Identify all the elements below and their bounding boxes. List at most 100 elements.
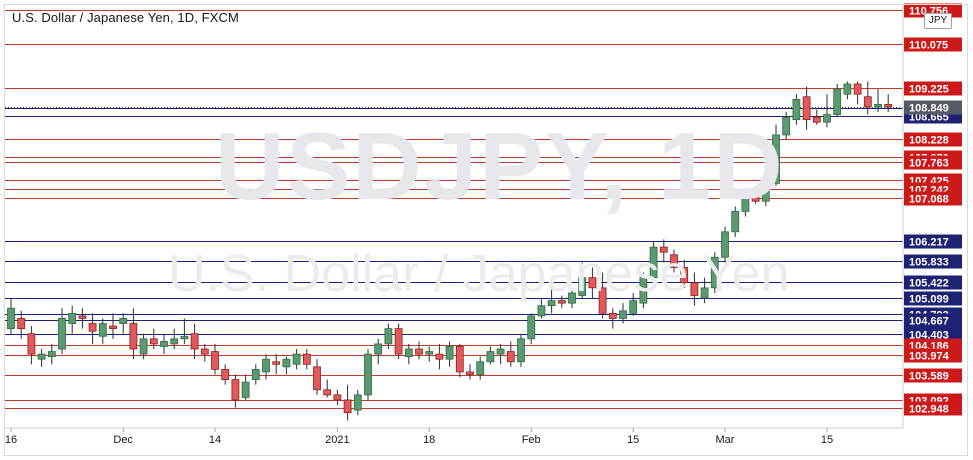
candle-body [200, 348, 209, 355]
candle-body [98, 323, 107, 337]
price-level-label: 103.974 [909, 351, 950, 363]
candle-body [333, 394, 342, 401]
time-axis-label: 14 [209, 434, 221, 446]
price-level-label: 104.667 [909, 316, 949, 328]
price-level-label-bg [904, 327, 962, 342]
current-price-label: 108.849 [909, 103, 949, 115]
symbol-watermark: USDJPY, 1D [215, 113, 785, 220]
candle-body [7, 307, 15, 330]
price-level-label: 108.228 [909, 135, 949, 147]
candle-body [404, 348, 413, 358]
candle-body [455, 346, 464, 373]
candle-body [588, 277, 597, 289]
candle-body [517, 338, 525, 363]
price-level-label-bg [904, 313, 962, 328]
price-level-label-bg [904, 368, 962, 383]
time-axis-label: 16 [5, 434, 17, 446]
price-level-label: 107.068 [909, 194, 949, 206]
candle-body [874, 103, 882, 108]
candle-body [639, 277, 648, 304]
time-axis-label: Feb [522, 434, 541, 446]
candle-body [466, 371, 474, 375]
candle-body [670, 254, 678, 268]
candle-body [272, 361, 281, 365]
candle-body [690, 282, 699, 296]
candle-body [292, 353, 301, 365]
candle-body [557, 300, 566, 304]
candle-body [506, 351, 515, 363]
candle-body [139, 338, 148, 355]
candle-body [476, 361, 485, 375]
candle-body [435, 353, 444, 360]
candle-body [17, 318, 26, 330]
price-level-label: 102.948 [909, 404, 949, 416]
candle-body [190, 333, 199, 350]
candle-body [812, 116, 821, 123]
candle-body [58, 318, 66, 350]
horizontal-lines-layer [5, 10, 903, 409]
candle-body [119, 318, 128, 324]
price-level-label-bg [904, 234, 962, 249]
candle-body [384, 328, 393, 345]
candle-body [659, 246, 668, 253]
price-level-label-bg [904, 191, 962, 206]
candle-body [863, 96, 872, 108]
time-axis-label: 18 [423, 434, 435, 446]
price-level-label: 105.833 [909, 257, 949, 269]
price-level-label-bg [904, 81, 962, 96]
candle-body [496, 348, 505, 355]
price-level-label: 105.099 [909, 294, 949, 306]
candle-body [731, 211, 740, 233]
candle-body [251, 368, 260, 380]
time-axis-label: 15 [627, 434, 639, 446]
candle-body [853, 83, 862, 95]
price-level-label-bg [904, 275, 962, 290]
candle-body [47, 351, 56, 358]
price-level-label: 106.217 [909, 237, 949, 249]
candle-body [343, 399, 352, 414]
candle-body [823, 114, 831, 123]
candle-body [721, 231, 729, 258]
candle-body [547, 300, 556, 307]
candle-body [710, 256, 719, 289]
candle-body [394, 328, 403, 355]
time-axis-label: 15 [821, 434, 833, 446]
candle-body [149, 338, 158, 345]
candle-body [843, 83, 852, 95]
candle-body [772, 134, 780, 184]
candle-body [241, 381, 250, 398]
candle-body [262, 358, 270, 373]
price-level-label-bg [904, 254, 962, 269]
candle-body [884, 103, 893, 108]
candle-body [221, 368, 230, 380]
description-watermark: U.S. Dollar / Japanese Yen [168, 245, 790, 303]
price-level-label-bg [904, 37, 962, 52]
candle-body [68, 312, 77, 324]
price-level-label: 105.422 [909, 278, 949, 290]
price-level-label-bg [904, 155, 962, 170]
candle-body [649, 246, 658, 279]
candle-body [180, 335, 189, 340]
candle-body [833, 88, 842, 115]
price-level-label-bg [904, 348, 962, 363]
currency-badge[interactable]: JPY [924, 13, 952, 29]
candle-body [629, 300, 638, 314]
candle-body [302, 353, 311, 365]
candle-body [109, 325, 117, 330]
candle-body [527, 315, 536, 340]
price-level-label-bg [904, 291, 962, 306]
candle-body [537, 305, 546, 317]
candle-body [282, 358, 291, 368]
candle-body [578, 277, 587, 296]
candle-body [751, 195, 760, 202]
price-level-label: 107.763 [909, 158, 949, 170]
time-axis-label: Dec [113, 434, 133, 446]
candle-body [313, 366, 321, 391]
candle-body [364, 353, 372, 396]
candle-body [129, 323, 138, 350]
price-level-label: 110.075 [909, 40, 948, 52]
candle-body [353, 394, 362, 411]
price-level-label-bg [904, 401, 962, 416]
